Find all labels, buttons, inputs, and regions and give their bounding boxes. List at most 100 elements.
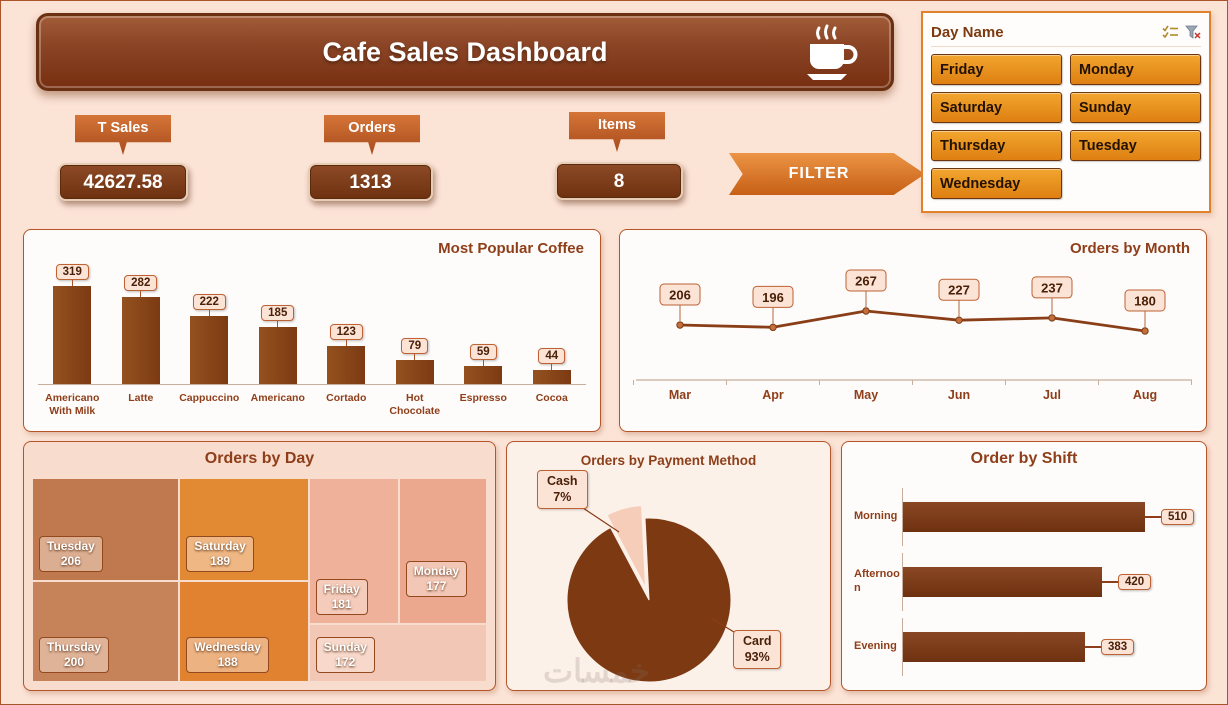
bar (532, 370, 571, 384)
chart-title: Most Popular Coffee (438, 240, 584, 257)
treemap-day: Saturday (194, 539, 246, 554)
line-chart: 206 Mar 196 Apr 267 May 227 Jun 237 Jul 180 Aug (633, 269, 1192, 402)
data-label: 206 (669, 288, 691, 303)
pie-label-name: Card (743, 634, 772, 648)
data-label-box (1124, 289, 1166, 312)
slicer-item[interactable]: Thursday (931, 130, 1062, 161)
clear-filter-icon[interactable] (1185, 25, 1201, 40)
coffee-cup-icon (795, 24, 861, 91)
bar-value-label: 282 (124, 275, 158, 291)
bar-column: 222 (175, 260, 244, 384)
treemap-value: 188 (217, 654, 238, 669)
treemap-label: Thursday 200 (39, 636, 110, 673)
kpi-label-items: Items (569, 112, 665, 152)
category-label: Cappuccino (179, 392, 240, 404)
leader-line (414, 354, 416, 360)
treemap-day: Tuesday (47, 539, 95, 554)
data-point (676, 321, 684, 329)
axis-label: May (854, 388, 878, 402)
slicer-item[interactable]: Saturday (931, 92, 1062, 123)
pie-label-card: Card 93% (733, 630, 782, 669)
slicer-item[interactable]: Monday (1070, 54, 1201, 85)
data-label: 237 (1041, 280, 1063, 295)
bar-column: 59 (449, 260, 518, 384)
data-label: 196 (762, 290, 784, 305)
category-label: Evening (854, 640, 897, 653)
treemap-label: Wednesday 188 (186, 636, 269, 673)
bar-row: Afternoon 420 (854, 552, 1200, 611)
slicer-item[interactable]: Tuesday (1070, 130, 1201, 161)
chart-title: Orders by Month (1069, 240, 1190, 257)
data-label-box (1031, 276, 1073, 299)
leader-line (208, 310, 210, 316)
multi-select-icon[interactable] (1162, 25, 1179, 40)
axis-label: Apr (762, 388, 784, 402)
treemap-chart: Tuesday 206 Saturday 189 Friday 181 Monday 177 T… (32, 478, 487, 682)
bar-value-label: 510 (1161, 508, 1195, 525)
treemap-label: Saturday 189 (186, 536, 254, 573)
bar (903, 501, 1145, 532)
treemap-value: 189 (210, 554, 231, 569)
bar-track: 420 (902, 552, 1200, 611)
bar-row: Morning 510 (854, 487, 1200, 546)
panel-orders-by-month: Orders by Month 206 Mar 196 Apr 267 May 227 Jun… (619, 229, 1207, 432)
treemap-day: Friday (323, 581, 360, 596)
kpi-value-items: 8 (555, 162, 683, 200)
bar-value-label: 383 (1101, 639, 1135, 656)
bar (903, 632, 1085, 663)
bar-value-label: 44 (538, 348, 566, 364)
data-point (769, 323, 777, 332)
chart-title: Order by Shift (970, 450, 1078, 467)
bar-row: Evening 383 (854, 618, 1200, 677)
bar-value-label: 79 (401, 338, 429, 354)
pie-chart (566, 505, 748, 683)
filter-button[interactable]: FILTER (729, 153, 925, 195)
bar-column: 282 (107, 260, 176, 384)
data-point (1048, 314, 1056, 322)
bar-track: 383 (902, 618, 1200, 677)
bar-chart-categories: Americano With Milk Latte Cappuccino Americ… (38, 387, 586, 427)
bar-column: 44 (518, 260, 587, 384)
data-label: 227 (948, 283, 970, 298)
bar-column: 319 (38, 260, 107, 384)
treemap-tile: Saturday 189 (179, 478, 309, 582)
treemap-value: 172 (335, 654, 356, 669)
pie-label-pct: 93% (744, 650, 770, 665)
category-label: Afternoon (854, 568, 900, 594)
bar (395, 360, 434, 384)
leader-line (71, 280, 73, 286)
treemap-day: Thursday (47, 639, 102, 654)
data-point (862, 307, 870, 315)
slicer-item[interactable]: Wednesday (931, 168, 1062, 199)
leader-line (277, 321, 279, 327)
treemap-value: 200 (63, 654, 85, 669)
bar (327, 346, 366, 384)
bar (121, 297, 160, 384)
treemap-tile: Friday 181 (308, 478, 399, 624)
data-label-box (659, 283, 701, 306)
bar-value-label: 185 (261, 305, 295, 321)
bar-value-label: 222 (192, 294, 226, 310)
bar-column: 185 (244, 260, 313, 384)
leader-line (582, 507, 620, 533)
bar-chart: 319 282 222 185 123 79 59 44 (38, 260, 586, 385)
slicer-item[interactable]: Friday (931, 54, 1062, 85)
bar-track: 510 (902, 487, 1200, 546)
leader-line (482, 360, 484, 366)
pie-label-name: Cash (547, 474, 578, 488)
axis-label: Jun (948, 388, 970, 402)
category-label: Cocoa (535, 392, 568, 404)
treemap-label: Monday 177 (405, 560, 468, 597)
axis-label: Mar (669, 388, 691, 402)
slicer-header: Day Name (931, 18, 1201, 47)
chart-title: Orders by Payment Method (580, 453, 757, 468)
day-name-slicer: Day Name (921, 11, 1211, 213)
treemap-label: Tuesday 206 (39, 536, 103, 573)
slicer-item[interactable]: Sunday (1070, 92, 1201, 123)
kpi-label-tsales: T Sales (75, 115, 171, 155)
kpi-value-tsales: 42627.58 (58, 163, 188, 201)
category-label: Americano With Milk (45, 392, 100, 417)
data-label-box (752, 285, 794, 308)
bar-value-label: 123 (329, 324, 363, 340)
